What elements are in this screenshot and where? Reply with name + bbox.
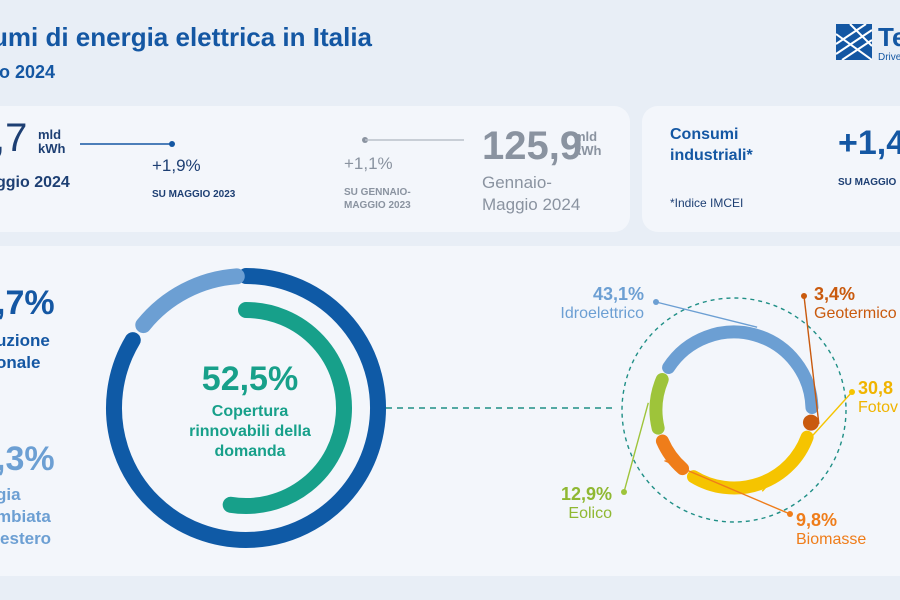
hydro-arc [662,325,819,414]
geothermal-pct: 3,4% [814,284,856,304]
foreign-exchange-label: gia mbiata 'estero [0,484,51,550]
monthly-change-ref: SU MAGGIO 2023 [152,189,236,200]
renewable-label-line3: domanda [214,443,286,460]
label-biomass: 9,8% Biomasse [796,510,866,549]
ytd-change-ref-line2: MAGGIO 2023 [344,200,411,211]
industrial-label-line1: Consumi [670,126,739,143]
logo-text: Te [878,22,900,52]
national-label-line1: uzione [0,331,50,350]
logo-mark-icon [836,24,872,60]
hydro-leader-dot [653,299,659,305]
ytd-change-ref-line1: SU GENNAIO- [344,187,411,198]
production-card [0,246,900,576]
industrial-label-line2: industriali* [670,147,753,164]
foreign-exchange-arc [135,268,245,334]
geothermal-name: Geotermico [814,305,897,322]
wind-pct: 12,9% [560,484,612,504]
hydro-pct: 43,1% [592,284,644,304]
ytd-connector [362,137,464,143]
page-title: umi di energia elettrica in Italia [0,22,373,52]
label-geothermal: 3,4% Geotermico [814,284,897,323]
foreign-label-line2: mbiata [0,507,51,526]
foreign-exchange-pct: ,3% [0,440,55,478]
monthly-connector [80,141,175,147]
ytd-change: +1,1% [344,154,393,173]
renewable-label-line2: rinnovabili della [189,423,311,440]
monthly-unit: mld kWh [38,128,65,156]
solar-name: Fotov [858,399,899,416]
national-production-pct: ,7% [0,284,55,322]
biomass-leader-dot [787,511,793,517]
ytd-label: Gennaio- Maggio 2024 [482,172,580,216]
ytd-unit-kwh: kWh [574,143,602,158]
ytd-value: 125,9 [482,124,583,168]
renewable-coverage-pct: 52,5% [201,360,299,398]
wind-leader [623,402,649,493]
geothermal-leader-dot [801,293,807,299]
industrial-value: +1,4 [838,124,900,162]
ytd-unit-mld: mld [574,129,598,144]
industrial-label: Consumi industriali* [670,124,753,166]
industrial-change-ref: SU MAGGIO [838,177,897,188]
foreign-label-line1: gia [0,485,21,504]
solar-leader-dot [849,389,855,395]
national-production-arc [106,268,386,548]
monthly-unit-mld: mld [38,127,62,142]
logo-tagline: Drive [878,52,900,63]
biomass-leader [664,460,791,515]
solar-arc [687,430,814,495]
ytd-change-ref: SU GENNAIO- MAGGIO 2023 [344,186,411,212]
monthly-change: +1,9% [152,156,201,175]
solar-pct: 30,8 [858,378,894,398]
solar-leader [761,391,853,492]
wind-name: Eolico [568,505,612,522]
foreign-label-line3: 'estero [0,529,52,548]
wind-leader-dot [621,489,627,495]
renewable-coverage-label: Copertura rinnovabili della domanda [150,402,350,462]
biomass-pct: 9,8% [796,510,838,530]
hydro-leader [655,301,758,328]
renewable-mix-dashed-ring [621,297,847,523]
industrial-card [642,106,900,232]
label-wind: 12,9% Eolico [556,484,612,523]
national-label-line2: onale [0,353,41,372]
biomass-name: Biomasse [796,531,867,548]
monthly-value: ,7 [0,116,28,160]
page-subtitle: io 2024 [0,62,56,82]
renewable-label-line1: Copertura [211,403,289,420]
monthly-unit-kwh: kWh [38,141,66,156]
wind-arc [649,373,669,435]
industrial-note: *Indice IMCEI [670,196,744,210]
consumption-card [0,106,630,232]
ytd-label-line1: Gennaio- [482,173,552,192]
national-production-label: uzione onale [0,330,50,374]
monthly-label: ggio 2024 [0,174,70,191]
ytd-label-line2: Maggio 2024 [482,195,581,214]
renewable-coverage-arc [222,302,352,514]
hydro-name: Idroelettrico [560,305,644,322]
company-logo: Te Drive [834,22,900,66]
geothermal-arc [802,414,819,431]
label-hydro: 43,1% Idroelettrico [560,284,644,323]
label-solar: 30,8 Fotov [858,378,898,417]
geothermal-leader [803,295,820,424]
ytd-unit: mld kWh [574,130,601,158]
